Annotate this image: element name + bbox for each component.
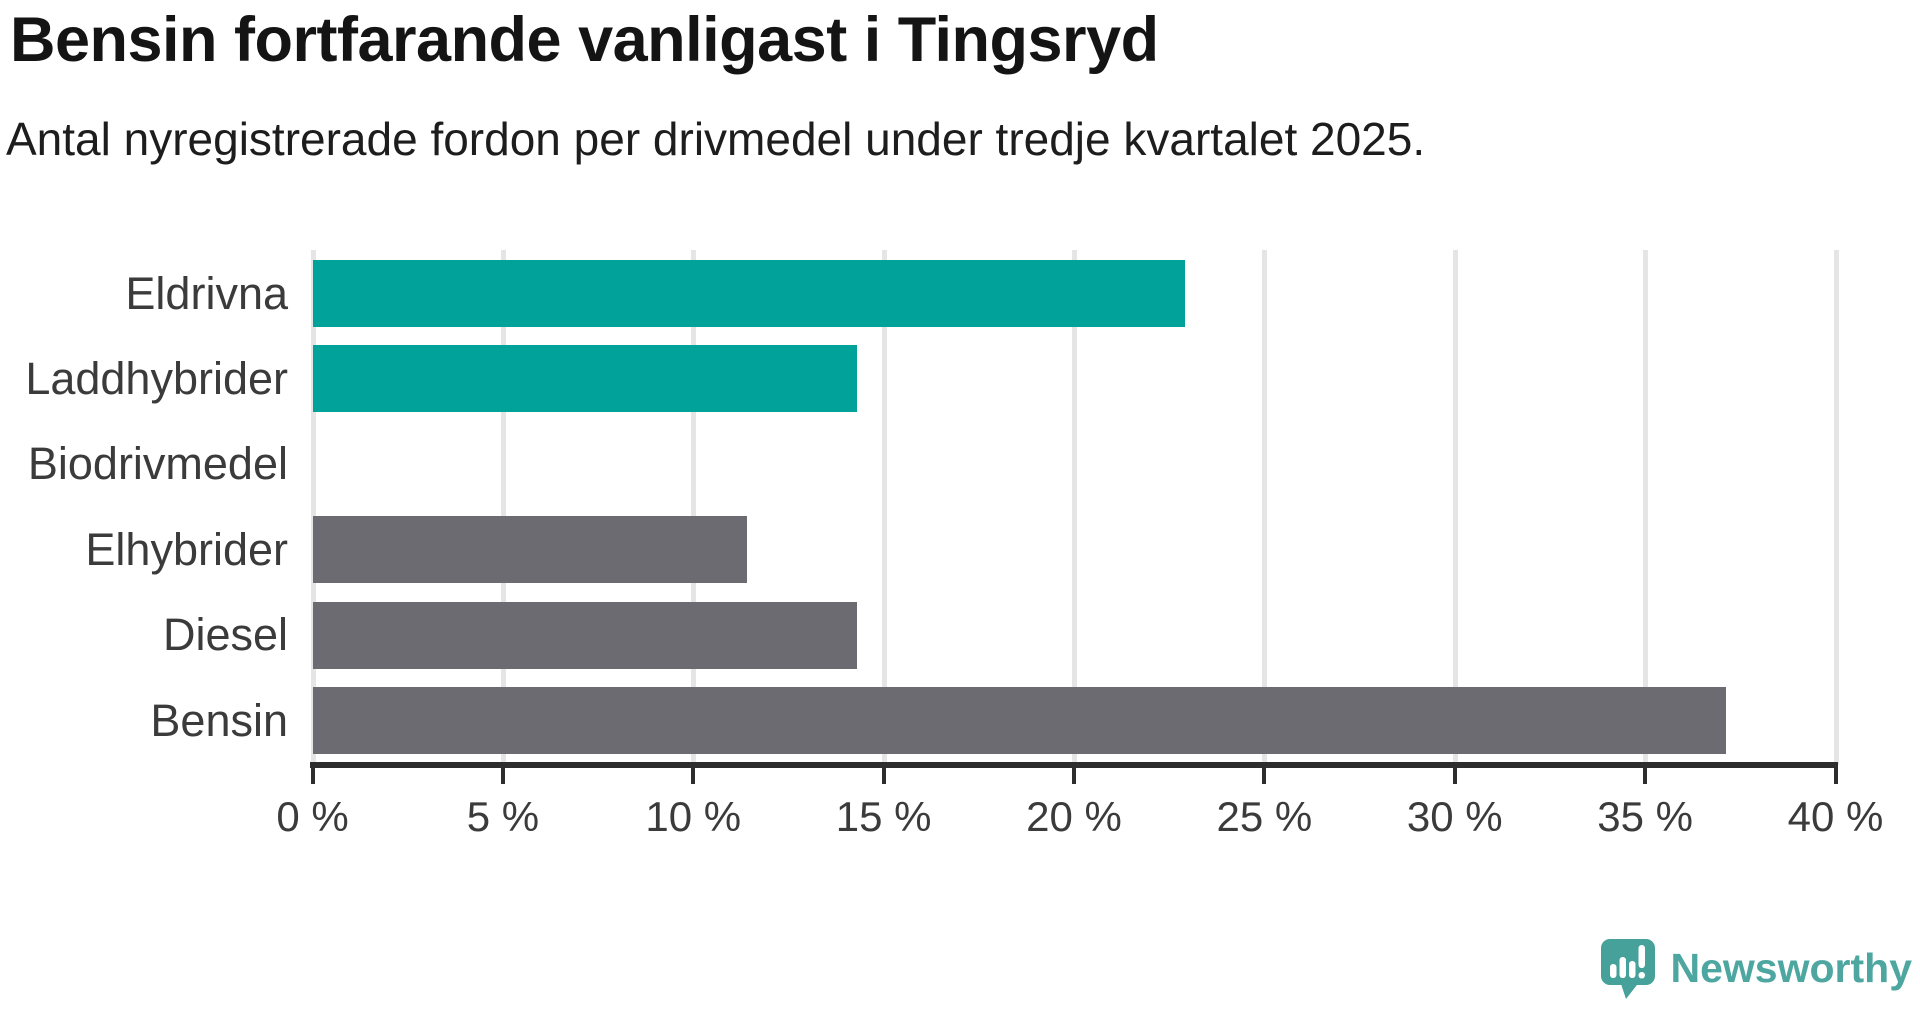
category-label-biodrivmedel: Biodrivmedel bbox=[27, 438, 288, 490]
newsworthy-logo: Newsworthy bbox=[1599, 937, 1913, 1000]
x-tick-30 bbox=[1452, 762, 1457, 784]
bar-diesel bbox=[313, 601, 858, 669]
bar-bensin bbox=[313, 687, 1726, 754]
category-label-bensin: Bensin bbox=[150, 694, 288, 746]
gridline-5 bbox=[500, 250, 506, 765]
gridline-35 bbox=[1643, 250, 1649, 765]
x-tick-label-30: 30 % bbox=[1406, 793, 1503, 840]
x-tick-25 bbox=[1262, 762, 1267, 784]
category-label-elhybrider: Elhybrider bbox=[85, 523, 288, 575]
gridline-40 bbox=[1833, 250, 1839, 765]
gridline-30 bbox=[1452, 250, 1458, 765]
x-tick-label-20: 20 % bbox=[1026, 793, 1122, 840]
gridline-20 bbox=[1072, 250, 1077, 765]
category-label-eldrivna: Eldrivna bbox=[125, 267, 288, 319]
y-axis-category-labels: Eldrivna Laddhybrider Biodrivmedel Elhybrid… bbox=[0, 250, 288, 765]
category-label-laddhybrider: Laddhybrider bbox=[25, 352, 288, 404]
bar-eldrivna bbox=[313, 260, 1185, 327]
x-tick-10 bbox=[691, 762, 696, 784]
gridline-15 bbox=[881, 250, 887, 765]
gridline-10 bbox=[691, 250, 697, 765]
newsworthy-logo-text: Newsworthy bbox=[1670, 945, 1913, 991]
category-label-diesel: Diesel bbox=[162, 609, 288, 661]
x-tick-label-35: 35 % bbox=[1597, 793, 1693, 840]
x-tick-35 bbox=[1643, 762, 1648, 784]
x-tick-label-15: 15 % bbox=[835, 793, 932, 840]
chart-title: Bensin fortfarande vanligast i Tingsryd bbox=[10, 5, 1159, 75]
x-tick-40 bbox=[1833, 762, 1838, 784]
x-tick-5 bbox=[500, 762, 505, 784]
gridline-25 bbox=[1262, 250, 1268, 765]
x-tick-label-40: 40 % bbox=[1787, 793, 1884, 840]
plot-area bbox=[310, 250, 1839, 765]
x-tick-label-5: 5 % bbox=[466, 793, 540, 840]
x-tick-15 bbox=[881, 762, 886, 784]
gridline-0 bbox=[310, 250, 316, 765]
x-tick-label-0: 0 % bbox=[276, 793, 349, 840]
x-tick-label-25: 25 % bbox=[1216, 793, 1313, 840]
bar-elhybrider bbox=[313, 516, 748, 584]
bar-laddhybrider bbox=[313, 345, 858, 413]
x-tick-0 bbox=[310, 762, 315, 784]
x-tick-20 bbox=[1072, 762, 1076, 784]
newsworthy-speech-bubble-chart-icon bbox=[1600, 939, 1655, 999]
chart-subtitle: Antal nyregistrerade fordon per drivmede… bbox=[6, 113, 1426, 165]
x-tick-label-10: 10 % bbox=[645, 793, 742, 840]
